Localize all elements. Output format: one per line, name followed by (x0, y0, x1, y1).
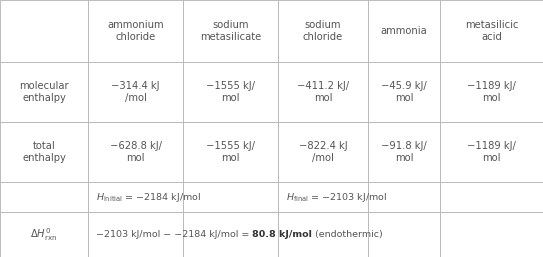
Bar (278, 212, 368, 257)
Bar (440, 212, 543, 257)
Text: total
enthalpy: total enthalpy (22, 141, 66, 163)
Text: molecular
enthalpy: molecular enthalpy (19, 81, 69, 103)
Text: −1189 kJ/
mol: −1189 kJ/ mol (467, 81, 516, 103)
Text: $\it{H}_{\mathrm{final}}$ = −2103 kJ/mol: $\it{H}_{\mathrm{final}}$ = −2103 kJ/mol (286, 190, 387, 204)
Bar (0, 182, 88, 212)
Bar (88, 122, 183, 182)
Bar (88, 62, 183, 122)
Bar (88, 212, 183, 257)
Bar (278, 182, 368, 212)
Bar (440, 62, 543, 122)
Bar (183, 0, 278, 62)
Bar (88, 182, 183, 212)
Bar (440, 122, 543, 182)
Text: $\it{H}_{\mathrm{initial}}$ = −2184 kJ/mol: $\it{H}_{\mathrm{initial}}$ = −2184 kJ/m… (96, 190, 201, 204)
Text: sodium
chloride: sodium chloride (303, 20, 343, 42)
Text: metasilicic
acid: metasilicic acid (465, 20, 518, 42)
Text: −2103 kJ/mol − −2184 kJ/mol =: −2103 kJ/mol − −2184 kJ/mol = (96, 230, 252, 239)
Bar (278, 122, 368, 182)
Text: −411.2 kJ/
mol: −411.2 kJ/ mol (297, 81, 349, 103)
Bar (183, 182, 278, 212)
Bar (368, 0, 440, 62)
Bar (368, 62, 440, 122)
Bar (88, 0, 183, 62)
Bar (368, 122, 440, 182)
Bar (183, 122, 278, 182)
Text: −822.4 kJ
/mol: −822.4 kJ /mol (299, 141, 348, 163)
Text: −1555 kJ/
mol: −1555 kJ/ mol (206, 81, 255, 103)
Bar (183, 212, 278, 257)
Text: −1555 kJ/
mol: −1555 kJ/ mol (206, 141, 255, 163)
Text: ammonia: ammonia (381, 26, 427, 36)
Text: −45.9 kJ/
mol: −45.9 kJ/ mol (381, 81, 427, 103)
Text: 80.8 kJ/mol: 80.8 kJ/mol (252, 230, 312, 239)
Bar (368, 182, 440, 212)
Bar (440, 0, 543, 62)
Bar (183, 62, 278, 122)
Bar (0, 212, 88, 257)
Bar (368, 212, 440, 257)
Text: −314.4 kJ
/mol: −314.4 kJ /mol (111, 81, 160, 103)
Text: −1189 kJ/
mol: −1189 kJ/ mol (467, 141, 516, 163)
Text: −628.8 kJ/
mol: −628.8 kJ/ mol (110, 141, 161, 163)
Text: ammonium
chloride: ammonium chloride (107, 20, 164, 42)
Bar (440, 182, 543, 212)
Bar (278, 62, 368, 122)
Text: sodium
metasilicate: sodium metasilicate (200, 20, 261, 42)
Bar (0, 122, 88, 182)
Text: −91.8 kJ/
mol: −91.8 kJ/ mol (381, 141, 427, 163)
Text: $\Delta H^{0}_{\mathrm{rxn}}$: $\Delta H^{0}_{\mathrm{rxn}}$ (30, 226, 58, 243)
Bar (0, 0, 88, 62)
Bar (0, 62, 88, 122)
Text: (endothermic): (endothermic) (312, 230, 383, 239)
Bar (278, 0, 368, 62)
